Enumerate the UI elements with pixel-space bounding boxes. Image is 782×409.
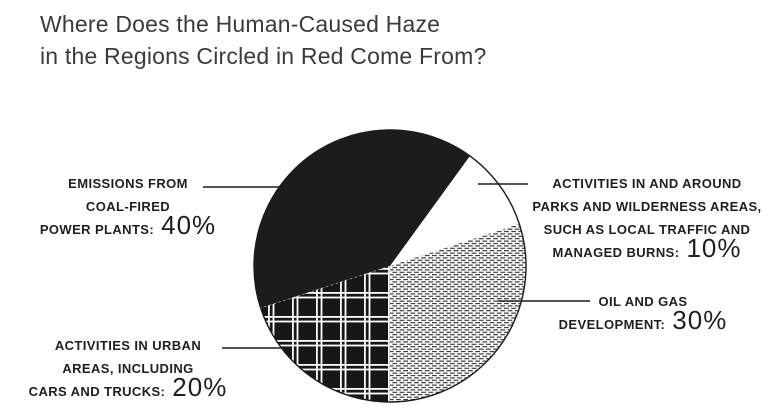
callout-urban: ACTIVITIES IN URBAN AREAS, INCLUDING CAR… — [18, 334, 238, 403]
pie-slice-urban — [260, 266, 390, 402]
callout-parks: ACTIVITIES IN AND AROUND PARKS AND WILDE… — [511, 172, 782, 264]
callout-coal-line1: EMISSIONS FROM — [68, 176, 188, 191]
callout-parks-line4: MANAGED BURNS: 10% — [552, 233, 742, 263]
callout-coal-line3: POWER PLANTS: 40% — [39, 210, 217, 240]
parks-percent-value: 10% — [686, 233, 742, 263]
oil-percent-value: 30% — [672, 305, 728, 335]
callout-parks-line3: SUCH AS LOCAL TRAFFIC AND — [543, 222, 751, 237]
callout-oil-line2: DEVELOPMENT: 30% — [558, 305, 728, 335]
pie-slice-oil — [390, 224, 526, 402]
chart-title-line1: Where Does the Human-Caused Haze — [40, 11, 441, 37]
coal-percent-value: 40% — [161, 210, 217, 240]
callout-parks-line1: ACTIVITIES IN AND AROUND — [552, 176, 742, 191]
callout-coal: EMISSIONS FROM COAL-FIRED POWER PLANTS: 4… — [18, 172, 238, 241]
callout-urban-line1: ACTIVITIES IN URBAN — [54, 338, 202, 353]
pie-outline-circle — [253, 129, 527, 403]
callout-urban-line2: AREAS, INCLUDING — [62, 361, 194, 376]
chart-title: Where Does the Human-Caused Haze in the … — [40, 8, 560, 72]
chart-title-line2: in the Regions Circled in Red Come From? — [40, 43, 487, 69]
callout-oil-line1: OIL AND GAS — [598, 294, 688, 309]
callout-coal-line2: COAL-FIRED — [85, 199, 171, 214]
pie-slice-coal — [254, 130, 470, 308]
callout-urban-line3: CARS AND TRUCKS: 20% — [28, 372, 228, 402]
urban-percent-value: 20% — [172, 372, 228, 402]
callout-oil: OIL AND GAS DEVELOPMENT: 30% — [523, 291, 763, 336]
callout-parks-line2: PARKS AND WILDERNESS AREAS, — [532, 199, 762, 214]
